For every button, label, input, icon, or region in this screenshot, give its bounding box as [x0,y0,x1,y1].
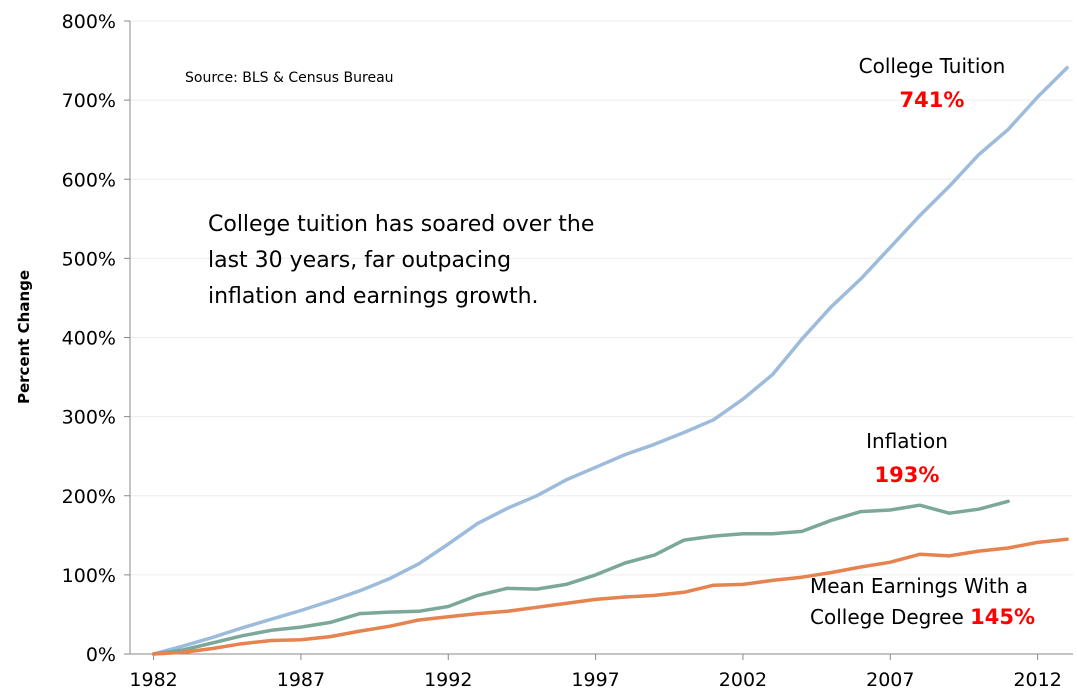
x-tick-label: 2012 [1013,669,1061,691]
inflation-label-name: Inflation [866,429,948,453]
gridlines [124,20,1073,655]
y-tick-label: 100% [62,565,116,587]
x-tick-label: 2007 [866,669,914,691]
axes [129,21,1073,660]
y-axis-label: Percent Change [15,270,33,404]
earnings-label-line-1: Mean Earnings With a [810,574,1028,598]
x-tick-labels: 1982 1987 1992 1997 2002 2007 2012 [129,669,1061,691]
y-tick-label: 600% [62,169,116,191]
y-tick-label: 400% [62,328,116,350]
earnings-label-value: 145% [970,605,1035,629]
inflation-label-value: 193% [875,463,940,487]
series-lines [151,65,1069,656]
x-tick-label: 1992 [424,669,472,691]
inflation-line [151,499,1010,656]
y-tick-label: 200% [62,486,116,508]
y-tick-label: 0% [86,644,116,666]
tuition-label: College Tuition 741% [859,54,1006,112]
x-tick-label: 1997 [571,669,619,691]
earnings-label-line-2: College Degree 145% [810,605,1035,629]
tuition-line [151,65,1069,656]
callout-line-1: College tuition has soared over the [208,212,594,237]
y-tick-labels: 0% 100% 200% 300% 400% 500% 600% 700% 800% [62,11,116,666]
callout-line-3: inflation and earnings growth. [208,284,539,309]
x-tick-label: 2002 [719,669,767,691]
x-tick-label: 1987 [277,669,325,691]
y-tick-label: 700% [62,90,116,112]
tuition-label-name: College Tuition [859,54,1006,78]
y-tick-label: 300% [62,407,116,429]
y-tick-label: 800% [62,11,116,33]
callout-line-2: last 30 years, far outpacing [208,248,511,273]
x-tick-label: 1982 [129,669,177,691]
callout-text: College tuition has soared over the last… [208,212,594,309]
source-note: Source: BLS & Census Bureau [185,70,394,86]
earnings-label: Mean Earnings With a College Degree 145% [810,574,1035,629]
tuition-label-value: 741% [900,88,965,112]
inflation-label: Inflation 193% [866,429,948,487]
y-tick-label: 500% [62,248,116,270]
earnings-label-name: College Degree [810,605,964,629]
earnings-line [151,537,1069,656]
